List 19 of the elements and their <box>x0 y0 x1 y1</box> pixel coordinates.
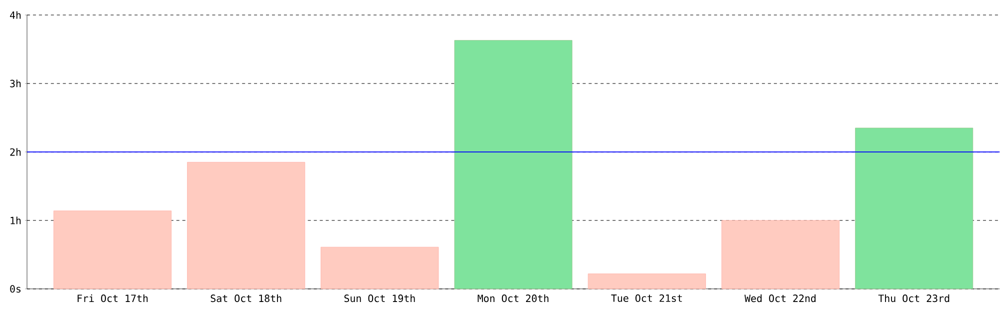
x-tick-label: Wed Oct 22nd <box>744 294 816 302</box>
bar <box>855 128 974 290</box>
x-tick-label: Mon Oct 20th <box>478 294 548 302</box>
y-tick-label: 3h <box>10 80 21 88</box>
bar <box>187 162 306 290</box>
x-tick-label: Thu Oct 23rd <box>878 294 950 302</box>
bar <box>454 40 572 290</box>
x-tick-label: Fri Oct 17th <box>78 294 148 302</box>
x-tick-label: Tue Oct 21st <box>611 294 682 302</box>
y-tick-label: 1h <box>10 216 21 224</box>
x-tick-label: Sat Oct 18th <box>210 294 282 302</box>
bar <box>54 210 172 290</box>
bar <box>588 274 706 290</box>
y-tick-label: 4h <box>10 11 21 19</box>
y-tick-label: 2h <box>10 148 21 156</box>
bar <box>320 246 439 290</box>
x-tick-label: Sun Oct 19th <box>344 294 415 302</box>
y-tick-label: 0s <box>10 285 21 293</box>
bar <box>722 220 840 290</box>
